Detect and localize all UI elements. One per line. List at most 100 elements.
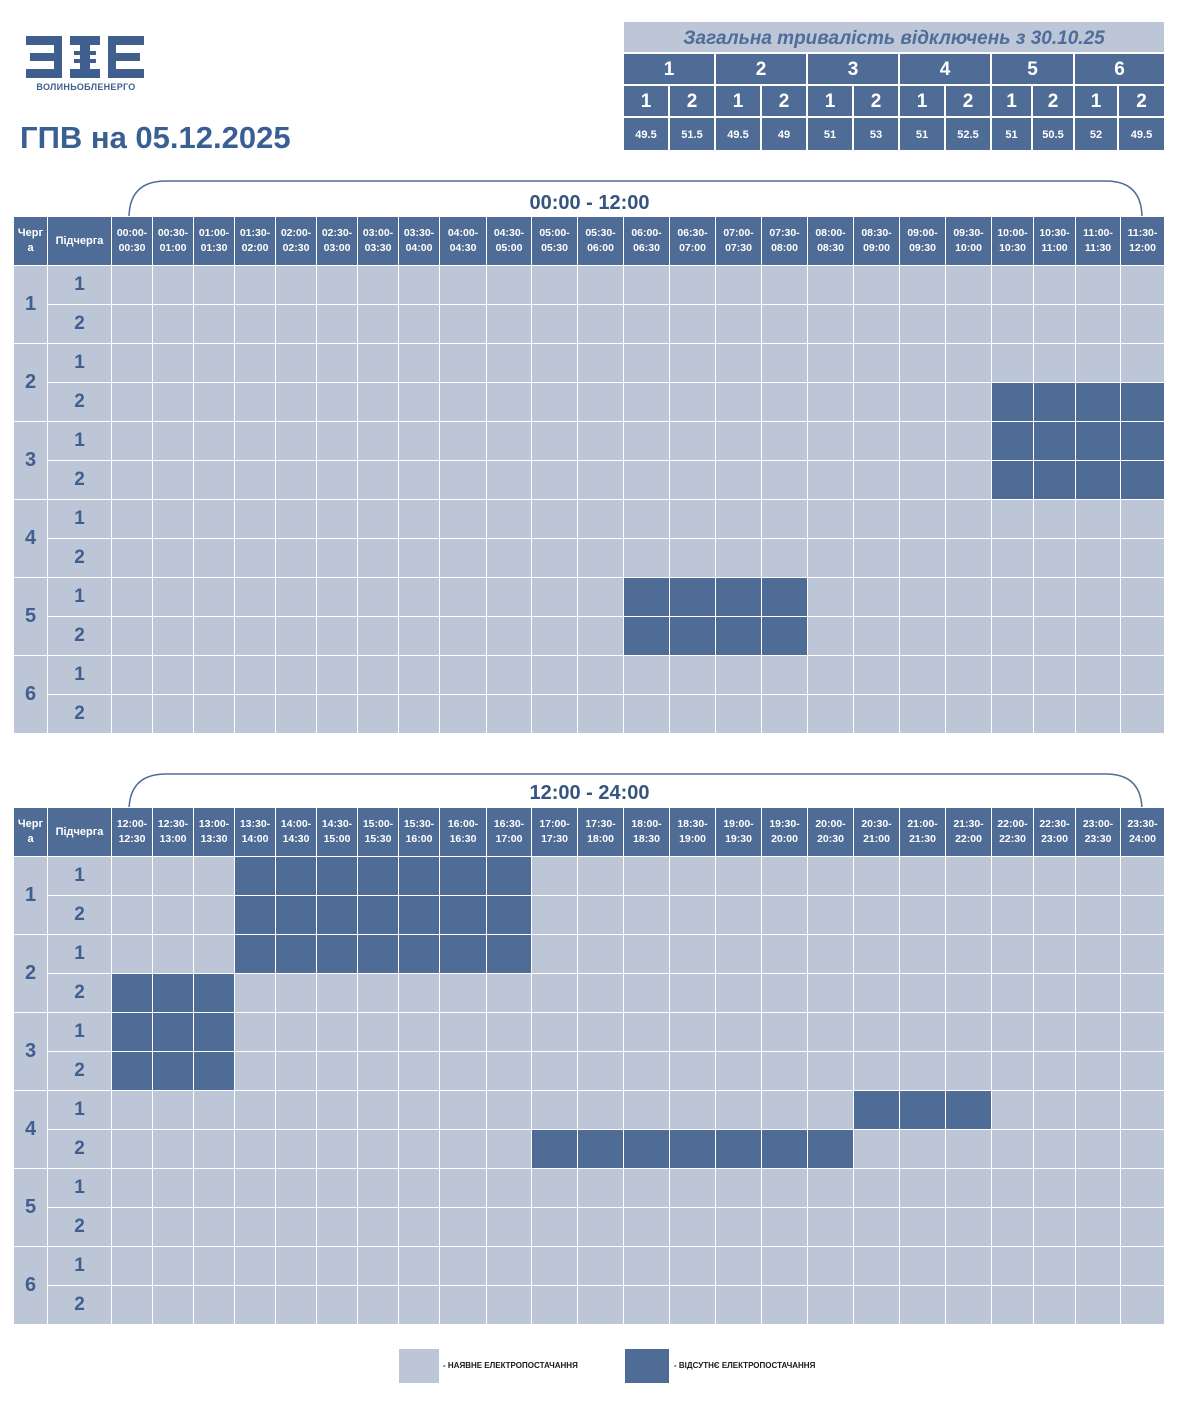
time-slot-header: 09:30- 10:00 [945,216,992,266]
slot-power-on [577,655,624,695]
slot-power-on [439,499,487,539]
slot-power-on [316,1207,358,1247]
slot-power-on [853,343,900,383]
slot-power-on [1075,538,1121,578]
slot-power-on [152,265,194,305]
slot-power-on [761,895,808,935]
slot-power-on [853,1129,900,1169]
slot-outage [439,934,487,974]
slot-power-on [486,1051,532,1091]
queue-number: 2 [13,934,48,1013]
slot-power-on [316,1168,358,1208]
slot-power-on [152,1129,194,1169]
summary-values-row: 49.5 51.5 49.5 49 51 53 51 52.5 51 50.5 52 49.5 [624,116,1164,150]
summary-value-cell: 51 [900,116,946,150]
slot-power-on [1120,538,1165,578]
slot-power-on [531,577,578,617]
slot-power-on [316,1090,358,1130]
subqueue-number: 1 [47,265,112,305]
slot-power-on [577,616,624,656]
slot-power-on [439,538,487,578]
slot-power-on [1033,1207,1076,1247]
slot-power-on [623,265,670,305]
slot-power-on [357,421,399,461]
time-slot-header: 17:30- 18:00 [577,807,624,857]
slot-power-on [111,1207,153,1247]
slot-power-on [439,655,487,695]
slot-power-on [945,1285,992,1325]
time-slot-header: 20:30- 21:00 [853,807,900,857]
slot-power-on [577,1168,624,1208]
slot-power-on [398,265,440,305]
slot-power-on [899,1051,946,1091]
slot-outage [623,1129,670,1169]
slot-power-on [669,499,716,539]
slot-power-on [991,1012,1034,1052]
slot-power-on [316,421,358,461]
subqueue-header: Підчерга [47,807,112,857]
slot-power-on [152,655,194,695]
slot-power-on [193,460,235,500]
slot-power-on [531,655,578,695]
slot-power-on [357,304,399,344]
time-slot-header: 21:30- 22:00 [945,807,992,857]
slot-power-on [899,616,946,656]
slot-power-on [1075,1051,1121,1091]
time-slot-header: 10:30- 11:00 [1033,216,1076,266]
slot-power-on [111,343,153,383]
slot-power-on [761,499,808,539]
queue-number: 4 [13,499,48,578]
summary-queue-cell: 1 [624,52,716,84]
slot-power-on [275,1090,317,1130]
slot-power-on [486,265,532,305]
slot-power-on [669,1246,716,1286]
time-slot-header: 04:30- 05:00 [486,216,532,266]
time-slot-header: 07:00- 07:30 [715,216,762,266]
slot-power-on [1075,655,1121,695]
slot-power-on [193,1246,235,1286]
slot-outage [991,382,1034,422]
slot-power-on [807,1246,854,1286]
slot-power-on [275,1129,317,1169]
slot-power-on [623,499,670,539]
slot-power-on [577,1090,624,1130]
slot-outage [669,1129,716,1169]
slot-power-on [152,421,194,461]
slot-power-on [853,1168,900,1208]
slot-power-on [398,1207,440,1247]
slot-power-on [623,1207,670,1247]
slot-power-on [193,1285,235,1325]
slot-power-on [275,1285,317,1325]
slot-power-on [531,265,578,305]
slot-power-on [357,265,399,305]
queue-number: 6 [13,1246,48,1325]
slot-power-on [807,856,854,896]
time-slot-header: 00:30- 01:00 [152,216,194,266]
time-slot-header: 19:00- 19:30 [715,807,762,857]
slot-power-on [234,460,276,500]
slot-power-on [111,655,153,695]
slot-power-on [357,1012,399,1052]
schedule-row: 2 [14,460,1165,500]
slot-power-on [357,1051,399,1091]
slot-power-on [398,1051,440,1091]
subqueue-number: 2 [47,382,112,422]
slot-outage [357,934,399,974]
slot-outage [439,856,487,896]
slot-power-on [234,1246,276,1286]
slot-power-on [486,1246,532,1286]
time-slot-header: 18:00- 18:30 [623,807,670,857]
slot-power-on [715,343,762,383]
slot-power-on [439,616,487,656]
queue-number: 1 [13,265,48,344]
slot-power-on [899,1129,946,1169]
slot-power-on [531,304,578,344]
slot-power-on [761,1207,808,1247]
slot-power-on [715,1246,762,1286]
slot-power-on [669,1285,716,1325]
slot-power-on [1075,1129,1121,1169]
slot-outage [761,577,808,617]
slot-power-on [398,1012,440,1052]
slot-power-on [991,538,1034,578]
slot-outage [945,1090,992,1130]
